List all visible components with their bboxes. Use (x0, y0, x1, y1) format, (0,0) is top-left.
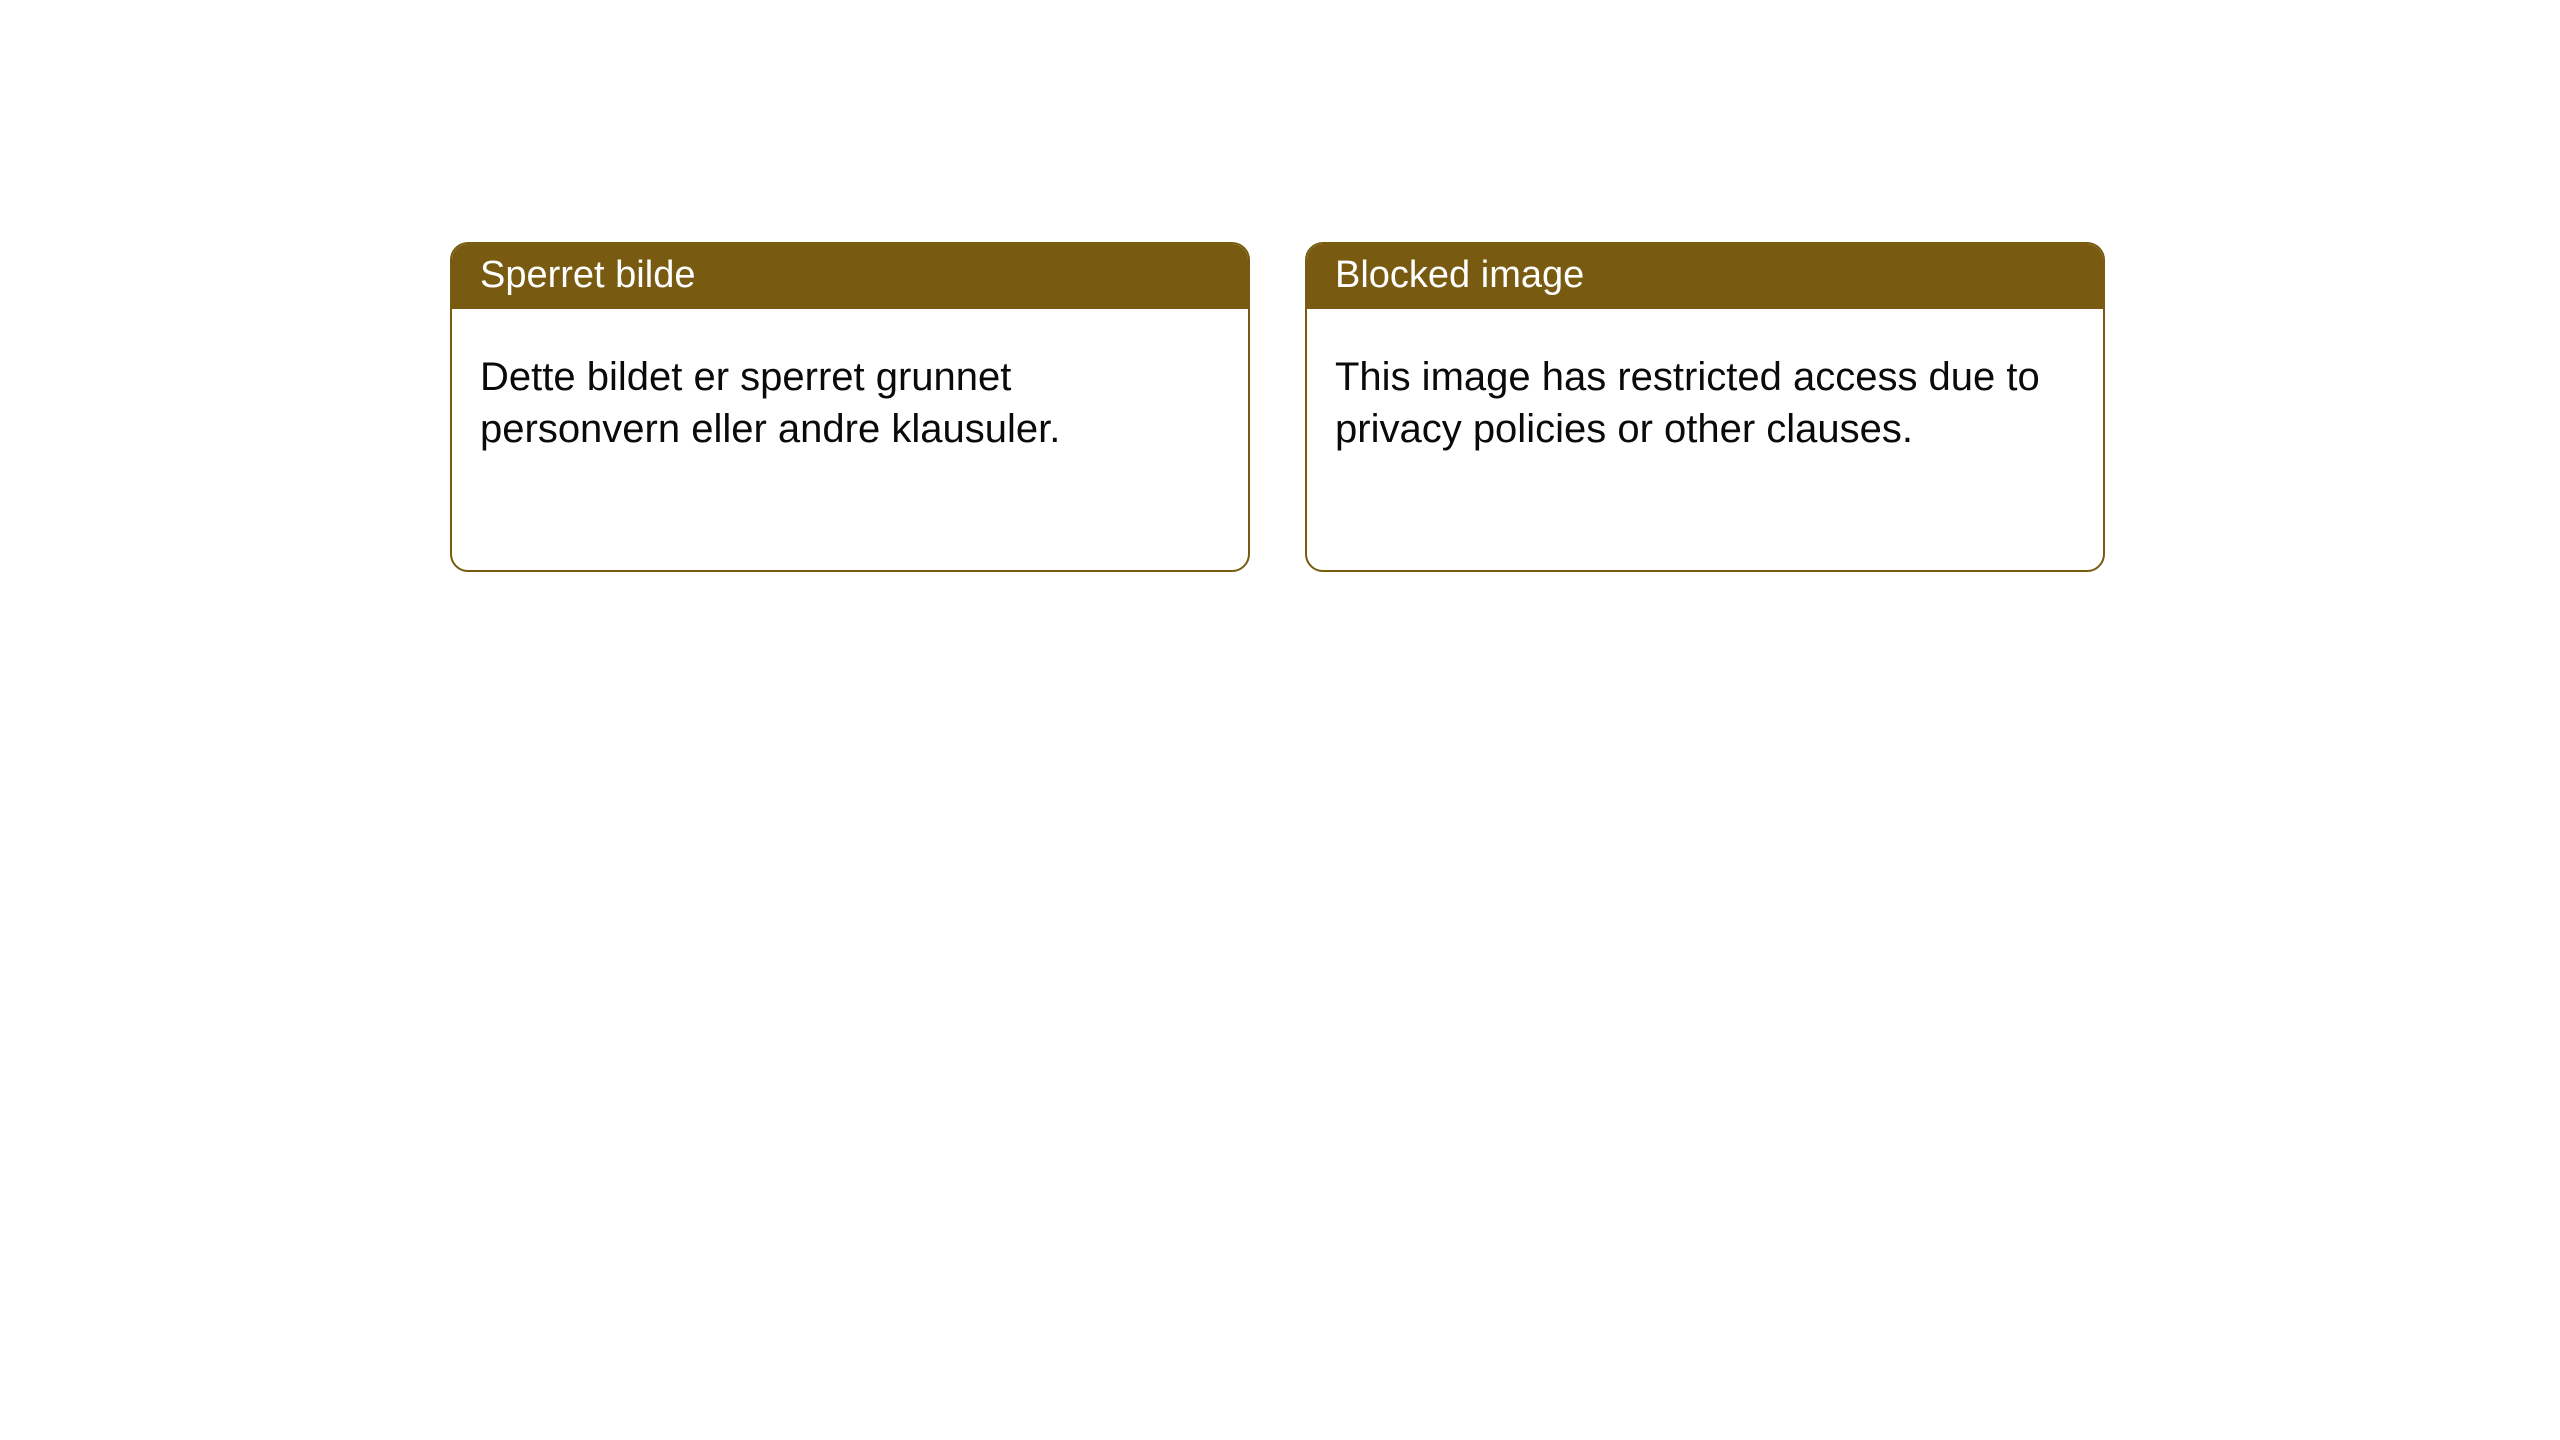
notice-header: Sperret bilde (452, 244, 1248, 309)
notice-body: Dette bildet er sperret grunnet personve… (452, 309, 1248, 483)
notice-container: Sperret bilde Dette bildet er sperret gr… (0, 0, 2560, 572)
notice-card-english: Blocked image This image has restricted … (1305, 242, 2105, 572)
notice-body: This image has restricted access due to … (1307, 309, 2103, 483)
notice-header: Blocked image (1307, 244, 2103, 309)
notice-card-norwegian: Sperret bilde Dette bildet er sperret gr… (450, 242, 1250, 572)
